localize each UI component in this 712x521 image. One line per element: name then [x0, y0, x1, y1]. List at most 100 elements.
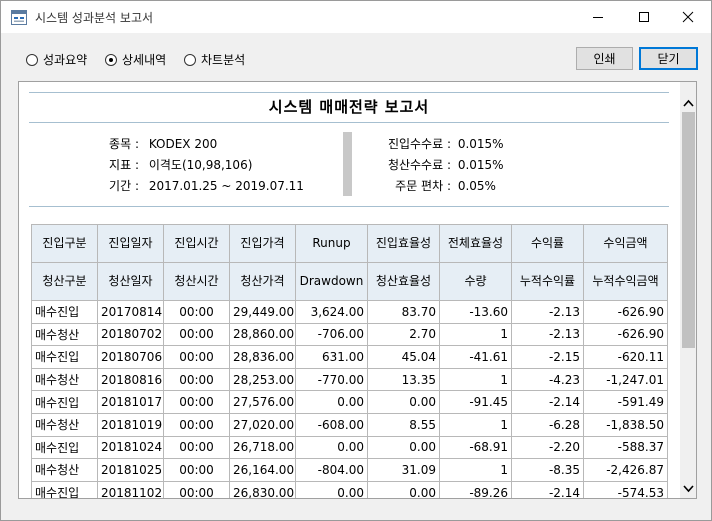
info-indicator: 지표 : 이격도(10,98,106): [91, 156, 252, 173]
close-button[interactable]: [665, 1, 711, 33]
table-row[interactable]: 매수청산 20180816 00:00 28,253.00 -770.00 13…: [31, 367, 668, 392]
table-header-row-top: 진입구분 진입일자 진입시간 진입가격 Runup 진입효율성 전체효율성 수익…: [31, 224, 668, 263]
table-cell: -770.00: [295, 367, 368, 392]
scrollbar-thumb[interactable]: [682, 112, 695, 348]
radio-chart[interactable]: 차트분석: [184, 51, 245, 68]
table-cell: 0.00: [295, 480, 368, 498]
column-header[interactable]: 청산구분: [31, 262, 98, 301]
column-header[interactable]: 진입효율성: [367, 224, 440, 263]
table-cell: 27,576.00: [229, 390, 296, 414]
radio-chart-label: 차트분석: [201, 53, 246, 67]
column-header[interactable]: 진입가격: [229, 224, 296, 263]
table-cell: 2.70: [367, 322, 440, 347]
minimize-icon: [592, 8, 604, 27]
table-cell: -41.61: [439, 345, 512, 369]
info-exit-fee-label: 청산수수료 :: [387, 158, 451, 172]
table-cell: 83.70: [367, 300, 440, 324]
table-header-row-bottom: 청산구분 청산일자 청산시간 청산가격 Drawdown 청산효율성 수량 누적…: [31, 262, 668, 301]
table-cell: 00:00: [163, 412, 230, 437]
table-cell: -608.00: [295, 412, 368, 437]
column-header[interactable]: 수익률: [511, 224, 584, 263]
close-dialog-button[interactable]: 닫기: [639, 47, 698, 70]
title-top-divider: [29, 92, 669, 93]
column-header[interactable]: 진입구분: [31, 224, 98, 263]
table-cell: -2.15: [511, 345, 584, 369]
print-button[interactable]: 인쇄: [576, 47, 633, 70]
table-cell: -2.13: [511, 300, 584, 324]
radio-details[interactable]: 상세내역: [105, 51, 166, 68]
table-cell: 13.35: [367, 367, 440, 392]
table-cell: 00:00: [163, 322, 230, 347]
table-cell: 45.04: [367, 345, 440, 369]
radio-details-indicator[interactable]: [105, 53, 117, 66]
table-cell: 매수청산: [31, 322, 98, 347]
table-cell: 0.00: [367, 435, 440, 460]
column-header[interactable]: 청산일자: [97, 262, 164, 301]
title-bar[interactable]: 시스템 성과분석 보고서: [1, 1, 711, 33]
table-row[interactable]: 매수진입 20181024 00:00 26,718.00 0.00 0.00 …: [31, 435, 668, 460]
info-entry-fee-label: 진입수수료 :: [387, 137, 451, 151]
table-cell: 28,860.00: [229, 322, 296, 347]
radio-summary-indicator[interactable]: [26, 53, 38, 66]
column-header[interactable]: 청산가격: [229, 262, 296, 301]
column-header[interactable]: 수익금액: [583, 224, 668, 263]
column-header[interactable]: 누적수익률: [511, 262, 584, 301]
info-period-label: 기간 :: [109, 179, 139, 193]
table-cell: 0.00: [295, 435, 368, 460]
column-header[interactable]: 전체효율성: [439, 224, 512, 263]
table-cell: -574.53: [583, 480, 668, 498]
table-cell: -1,247.01: [583, 367, 668, 392]
info-separator: [343, 132, 352, 196]
column-header[interactable]: 진입시간: [163, 224, 230, 263]
scroll-up-icon[interactable]: [683, 92, 694, 111]
minimize-button[interactable]: [575, 1, 621, 33]
vertical-scrollbar[interactable]: [680, 82, 696, 498]
table-cell: 28,253.00: [229, 367, 296, 392]
radio-details-label: 상세내역: [122, 53, 167, 67]
column-header[interactable]: Drawdown: [295, 262, 368, 301]
radio-chart-indicator[interactable]: [184, 53, 196, 66]
info-exit-fee: 청산수수료 : 0.015%: [367, 156, 504, 173]
table-cell: 매수청산: [31, 458, 98, 482]
table-cell: 1: [439, 458, 512, 482]
close-icon: [682, 8, 694, 27]
info-indicator-value: 이격도(10,98,106): [148, 158, 253, 172]
scroll-down-icon[interactable]: [683, 478, 694, 497]
table-cell: -68.91: [439, 435, 512, 460]
table-cell: -591.49: [583, 390, 668, 414]
toolbar: 성과요약 상세내역 차트분석 인쇄 닫기: [1, 33, 711, 81]
table-cell: 29,449.00: [229, 300, 296, 324]
column-header[interactable]: 청산효율성: [367, 262, 440, 301]
info-bottom-divider: [29, 206, 669, 207]
table-cell: -89.26: [439, 480, 512, 498]
maximize-button[interactable]: [621, 1, 667, 33]
column-header[interactable]: 청산시간: [163, 262, 230, 301]
table-cell: 20181017: [97, 390, 164, 414]
table-row[interactable]: 매수진입 20170814 00:00 29,449.00 3,624.00 8…: [31, 300, 668, 324]
table-row[interactable]: 매수진입 20181017 00:00 27,576.00 0.00 0.00 …: [31, 390, 668, 414]
table-row[interactable]: 매수진입 20181102 00:00 26,830.00 0.00 0.00 …: [31, 480, 668, 498]
radio-summary[interactable]: 성과요약: [26, 51, 87, 68]
column-header[interactable]: 진입일자: [97, 224, 164, 263]
table-row[interactable]: 매수청산 20181025 00:00 26,164.00 -804.00 31…: [31, 458, 668, 482]
table-cell: 20181024: [97, 435, 164, 460]
table-row[interactable]: 매수진입 20180706 00:00 28,836.00 631.00 45.…: [31, 345, 668, 369]
table-cell: 00:00: [163, 345, 230, 369]
table-row[interactable]: 매수청산 20181019 00:00 27,020.00 -608.00 8.…: [31, 412, 668, 437]
table-cell: 매수진입: [31, 345, 98, 369]
table-cell: 26,830.00: [229, 480, 296, 498]
info-slippage-value: 0.05%: [457, 179, 496, 193]
column-header[interactable]: Runup: [295, 224, 368, 263]
table-cell: -2.14: [511, 390, 584, 414]
table-cell: 20170814: [97, 300, 164, 324]
table-row[interactable]: 매수청산 20180702 00:00 28,860.00 -706.00 2.…: [31, 322, 668, 347]
trade-table-container: 진입구분 진입일자 진입시간 진입가격 Runup 진입효율성 전체효율성 수익…: [31, 224, 668, 498]
table-cell: -2.13: [511, 322, 584, 347]
column-header[interactable]: 누적수익금액: [583, 262, 668, 301]
table-cell: 1: [439, 322, 512, 347]
table-cell: -6.28: [511, 412, 584, 437]
column-header[interactable]: 수량: [439, 262, 512, 301]
table-cell: -91.45: [439, 390, 512, 414]
table-cell: -2.20: [511, 435, 584, 460]
